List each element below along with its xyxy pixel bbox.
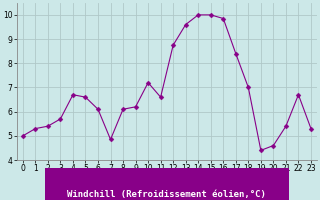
Text: Windchill (Refroidissement éolien,°C): Windchill (Refroidissement éolien,°C) (68, 190, 266, 199)
